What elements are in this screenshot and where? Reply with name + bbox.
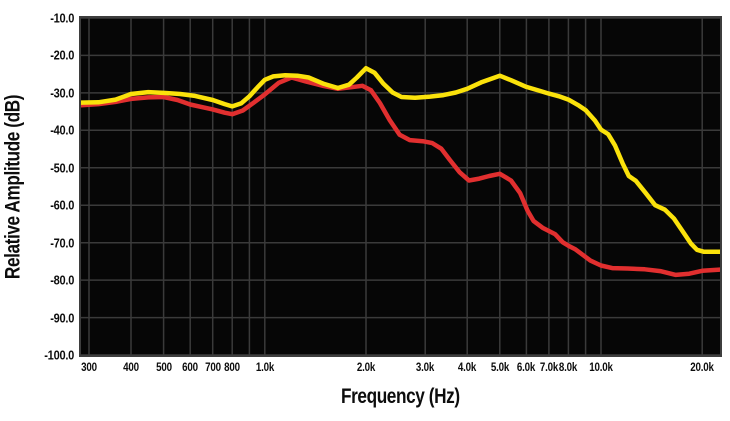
y-tick-label: -50.0 — [50, 160, 74, 176]
x-tick-label: 500 — [155, 362, 172, 374]
y-tick-label: -20.0 — [50, 47, 74, 63]
x-tick-label: 400 — [123, 362, 139, 374]
x-tick-label: 300 — [81, 362, 97, 374]
y-tick-label: -100.0 — [44, 347, 74, 363]
x-tick-label: 3.0k — [415, 362, 435, 374]
y-tick-label: -90.0 — [50, 310, 74, 326]
x-tick-label: 800 — [224, 362, 241, 374]
x-tick-label: 1.0k — [255, 362, 275, 374]
x-tick-label: 4.0k — [457, 362, 477, 374]
x-tick-label: 6.0k — [517, 362, 536, 374]
x-tick-label: 2.0k — [356, 362, 376, 374]
series-yellow-line — [81, 65, 720, 254]
y-axis-title: Relative Amplitude (dB) — [0, 16, 26, 357]
x-tick-label: 8.0k — [559, 362, 578, 374]
y-tick-label: -70.0 — [50, 235, 74, 251]
y-tick-label: -30.0 — [50, 85, 74, 101]
x-tick-label: 20.0k — [690, 362, 714, 374]
gridlines — [81, 18, 720, 355]
x-tick-label: 7.0k — [539, 362, 559, 374]
y-axis-title-text: Relative Amplitude (dB) — [1, 94, 25, 279]
y-tick-label: -60.0 — [50, 197, 74, 213]
x-tick-label: 5.0k — [490, 362, 510, 374]
x-axis-title-text: Frequency (Hz) — [341, 385, 460, 408]
y-tick-label: -80.0 — [50, 272, 74, 288]
series-red-line — [81, 75, 720, 278]
y-tick-label: -40.0 — [50, 122, 74, 138]
x-tick-label: 700 — [204, 362, 221, 374]
y-tick-label: -10.0 — [50, 10, 74, 26]
plot-area — [79, 16, 722, 357]
chart-canvas — [81, 18, 720, 355]
x-tick-label: 10.0k — [589, 362, 613, 374]
x-tick-label: 600 — [182, 362, 199, 374]
x-axis-title: Frequency (Hz) — [79, 385, 722, 409]
